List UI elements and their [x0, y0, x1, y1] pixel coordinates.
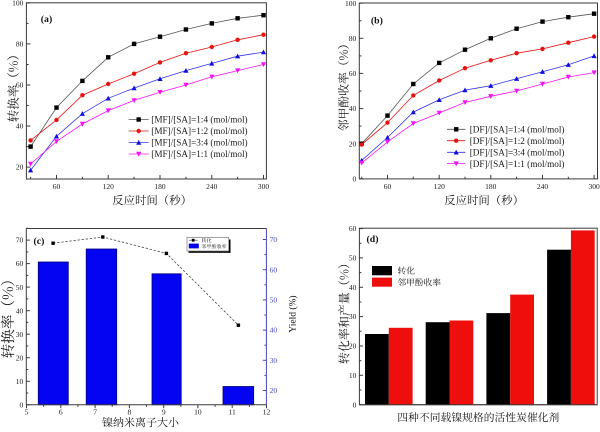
svg-text:[MF]/[SA]=3:4 (mol/mol): [MF]/[SA]=3:4 (mol/mol): [151, 138, 247, 148]
svg-text:(a): (a): [41, 14, 52, 25]
svg-text:20: 20: [349, 342, 357, 351]
svg-text:60: 60: [16, 81, 24, 90]
svg-text:6: 6: [59, 408, 63, 417]
svg-text:30: 30: [349, 312, 357, 321]
svg-text:7: 7: [93, 408, 97, 417]
svg-text:(c): (c): [33, 236, 44, 247]
svg-text:60: 60: [384, 182, 392, 191]
svg-text:70: 70: [270, 235, 278, 244]
svg-text:30: 30: [16, 330, 24, 339]
svg-text:60: 60: [349, 224, 357, 233]
svg-text:20: 20: [16, 353, 24, 362]
svg-text:Yield (%): Yield (%): [288, 295, 299, 332]
svg-text:180: 180: [485, 182, 497, 191]
svg-text:300: 300: [588, 182, 600, 191]
svg-text:[MF]/[SA]=1:2 (mol/mol): [MF]/[SA]=1:2 (mol/mol): [151, 126, 247, 136]
svg-text:0: 0: [20, 400, 24, 409]
svg-text:12: 12: [263, 408, 271, 417]
svg-text:(d): (d): [367, 234, 379, 245]
svg-text:8: 8: [128, 408, 132, 417]
svg-text:100: 100: [12, 0, 24, 8]
svg-text:50: 50: [349, 254, 357, 263]
svg-text:30: 30: [270, 356, 278, 365]
svg-text:[DF]/[SA]=3:4 (mol/mol): [DF]/[SA]=3:4 (mol/mol): [470, 148, 565, 158]
svg-text:240: 240: [537, 182, 549, 191]
svg-text:[MF]/[SA]=1:1 (mol/mol): [MF]/[SA]=1:1 (mol/mol): [151, 149, 247, 159]
svg-text:40: 40: [16, 122, 24, 131]
svg-text:80: 80: [349, 34, 357, 43]
svg-text:0: 0: [353, 400, 357, 409]
svg-text:40: 40: [349, 104, 357, 113]
svg-text:10: 10: [194, 408, 202, 417]
svg-text:10: 10: [349, 371, 357, 380]
svg-text:[MF]/[SA]=1:4 (mol/mol): [MF]/[SA]=1:4 (mol/mol): [151, 115, 247, 125]
svg-text:120: 120: [434, 182, 446, 191]
svg-text:40: 40: [16, 306, 24, 315]
svg-text:(b): (b): [371, 15, 383, 26]
svg-text:[DF]/[SA]=1:1 (mol/mol): [DF]/[SA]=1:1 (mol/mol): [470, 159, 565, 169]
svg-text:50: 50: [270, 296, 278, 305]
svg-text:[DF]/[SA]=1:2 (mol/mol): [DF]/[SA]=1:2 (mol/mol): [470, 136, 565, 146]
svg-text:60: 60: [349, 69, 357, 78]
svg-text:70: 70: [16, 236, 24, 245]
svg-text:10: 10: [16, 377, 24, 386]
svg-text:20: 20: [349, 139, 357, 148]
svg-text:60: 60: [16, 259, 24, 268]
svg-text:40: 40: [349, 283, 357, 292]
svg-text:40: 40: [270, 326, 278, 335]
svg-text:60: 60: [53, 182, 61, 191]
svg-text:11: 11: [229, 408, 236, 417]
svg-text:240: 240: [206, 182, 218, 191]
svg-text:5: 5: [25, 408, 29, 417]
svg-text:180: 180: [154, 182, 166, 191]
svg-text:80: 80: [16, 40, 24, 49]
svg-text:0: 0: [353, 174, 357, 183]
svg-text:[DF]/[SA]=1:4 (mol/mol): [DF]/[SA]=1:4 (mol/mol): [470, 125, 565, 135]
svg-text:100: 100: [345, 0, 357, 8]
svg-text:300: 300: [258, 182, 270, 191]
svg-text:60: 60: [270, 265, 278, 274]
svg-text:20: 20: [16, 163, 24, 172]
svg-text:120: 120: [103, 182, 115, 191]
svg-text:20: 20: [270, 386, 278, 395]
svg-text:50: 50: [16, 283, 24, 292]
svg-text:9: 9: [162, 408, 166, 417]
